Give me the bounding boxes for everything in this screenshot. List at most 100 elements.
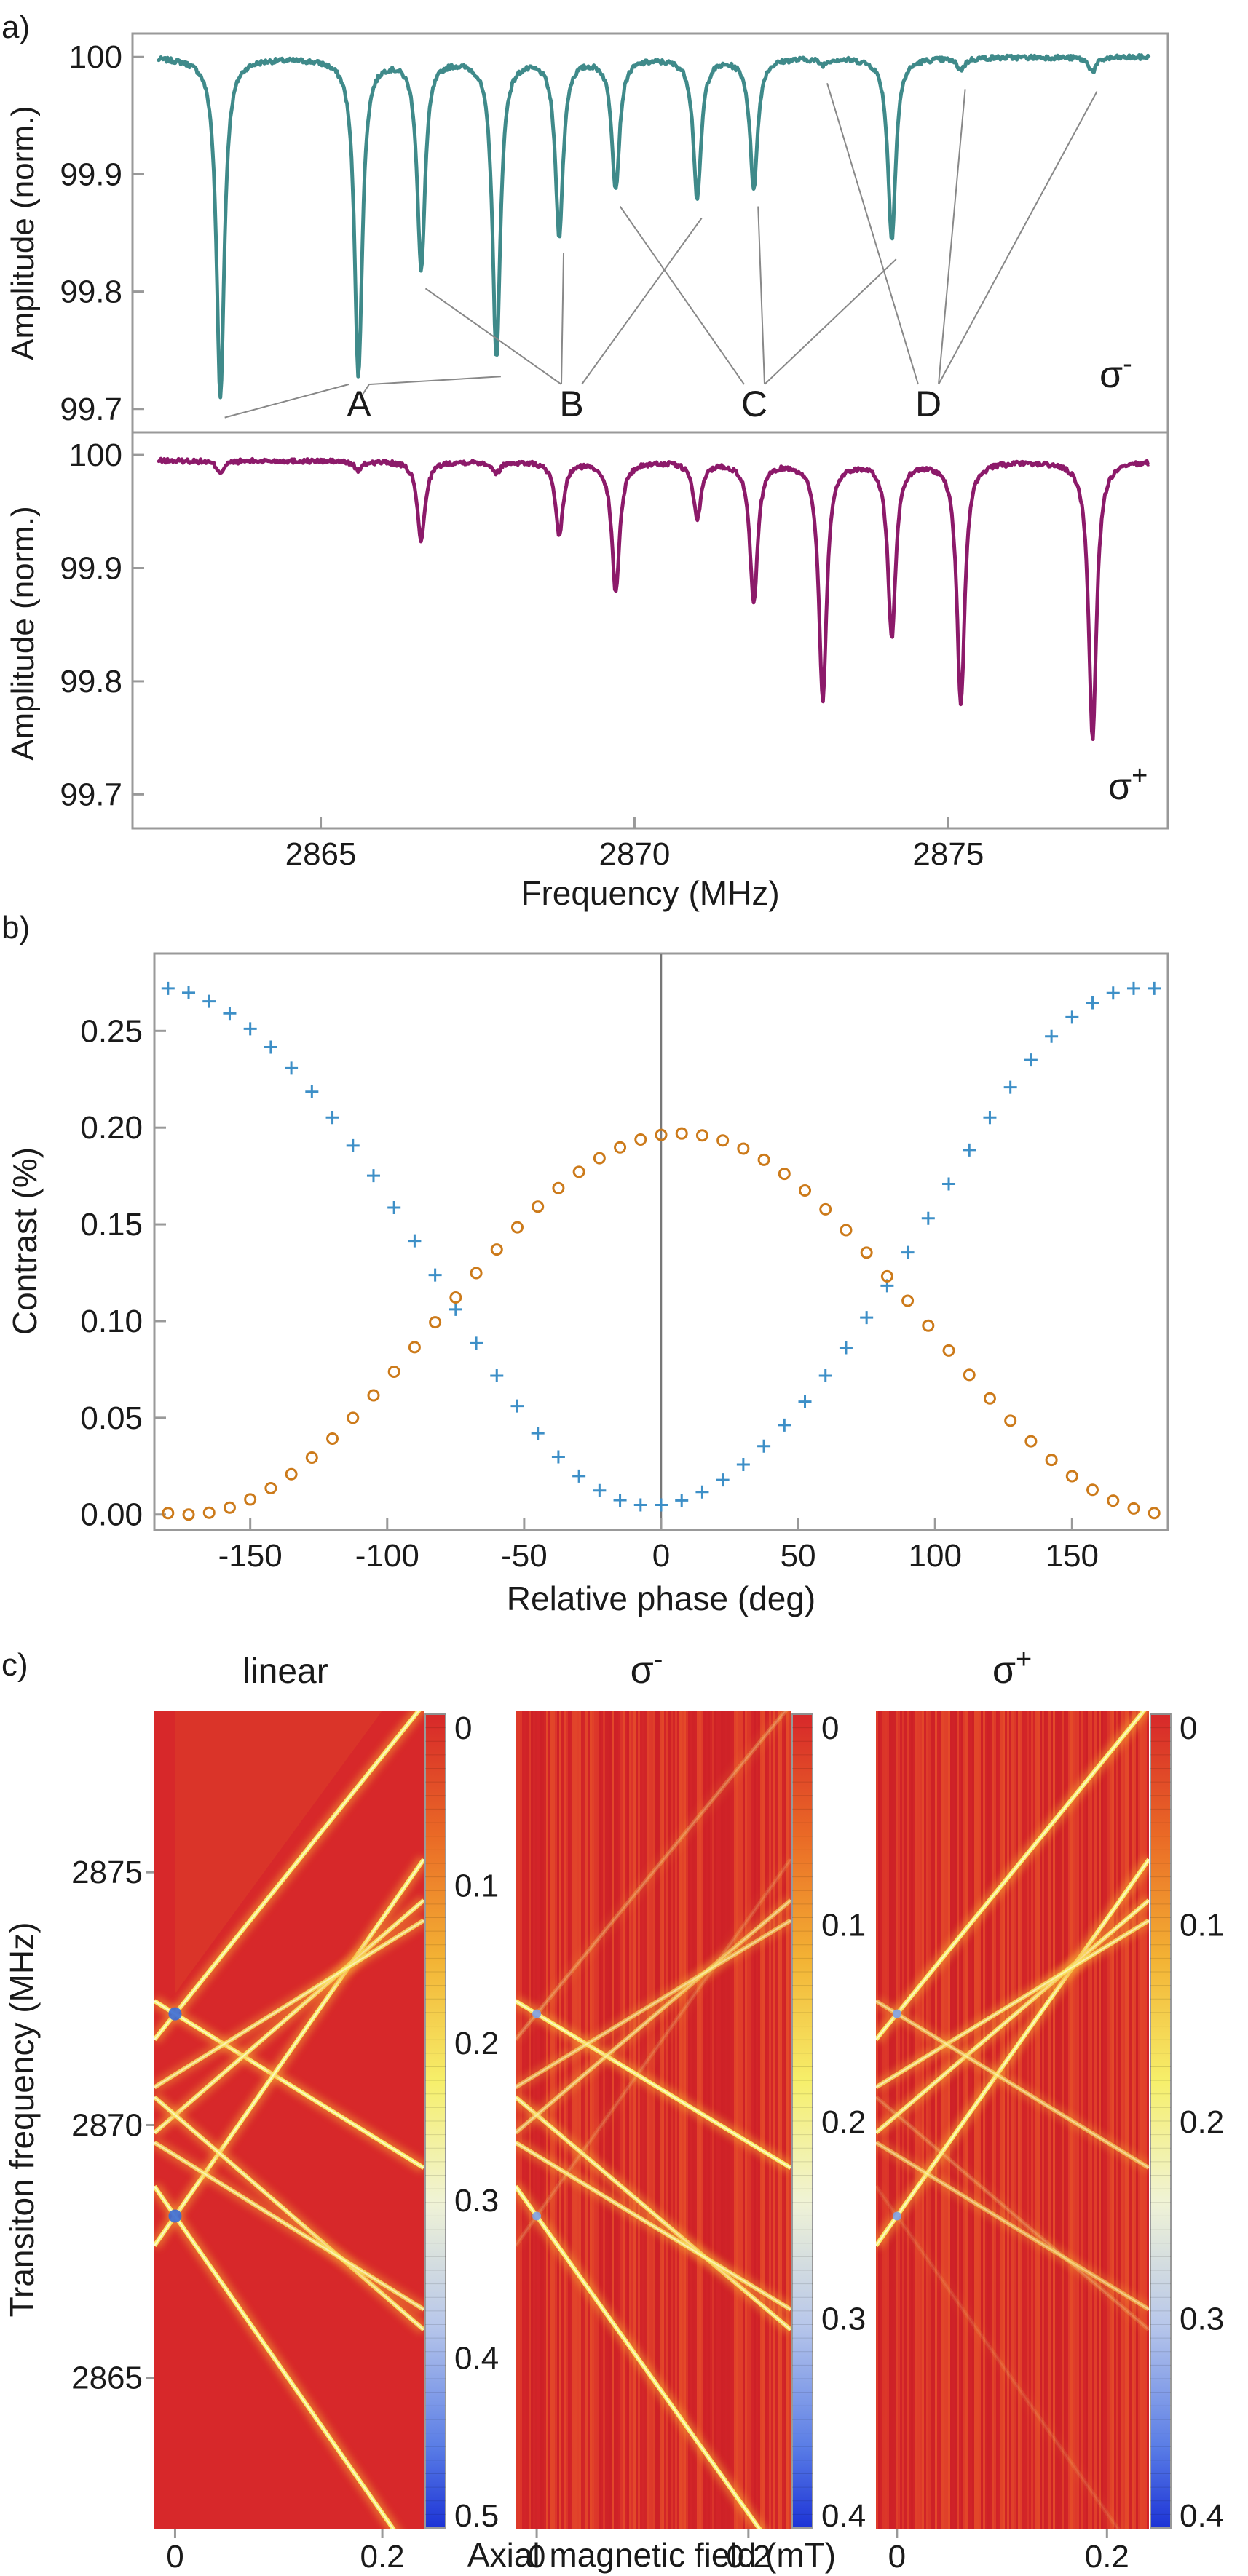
circle-marker [1065, 1470, 1078, 1483]
resonance-core [876, 2096, 1149, 2331]
noise-streak [1007, 1711, 1009, 2529]
x-tick-label: 0 [652, 1538, 670, 1574]
noise-streak [1042, 1711, 1044, 2529]
circle-marker [593, 1152, 606, 1165]
noise-streak [1110, 1711, 1112, 2529]
plus-marker [470, 1336, 483, 1350]
y-tick-label: 99.7 [60, 392, 122, 427]
plus-marker [305, 1085, 319, 1098]
y-tick-label: 99.7 [60, 777, 122, 812]
noise-streak [655, 1711, 657, 2529]
plus-marker [1065, 1010, 1079, 1024]
noise-streak [574, 1711, 577, 2529]
plus-marker [243, 1022, 257, 1036]
map-sigma-plus-title: σ+ [992, 1644, 1032, 1692]
plus-marker [1106, 986, 1120, 1000]
noise-streak [931, 1711, 933, 2529]
noise-streak [583, 1711, 585, 2529]
resonance-line [516, 1918, 791, 2090]
x-tick-label: 0.2 [1085, 2539, 1129, 2575]
noise-streak [1092, 1711, 1094, 2529]
plus-marker [490, 1369, 504, 1383]
noise-streak [754, 1711, 756, 2529]
circle-marker [572, 1165, 585, 1178]
noise-streak [981, 1711, 983, 2529]
plus-marker [757, 1439, 771, 1453]
noise-streak [920, 1711, 922, 2529]
noise-streak [723, 1711, 725, 2529]
noise-streak [616, 1711, 618, 2529]
plus-marker [1126, 981, 1140, 995]
noise-streak [518, 1711, 520, 2529]
noise-streak [974, 1711, 976, 2529]
panel-a-label: a) [1, 9, 30, 45]
noise-streak [1048, 1711, 1051, 2529]
x-tick-label: 0 [888, 2539, 906, 2575]
noise-streak [1101, 1711, 1103, 2529]
noise-streak [1018, 1711, 1020, 2529]
circle-marker [922, 1319, 935, 1332]
leader-line [362, 384, 370, 395]
noise-streak [614, 1711, 616, 2529]
noise-streak [1011, 1711, 1014, 2529]
circle-marker [1045, 1454, 1058, 1467]
y-tick-label: 0.05 [80, 1400, 143, 1436]
y-tick-label: 99.9 [60, 156, 122, 192]
resonance-core [876, 1899, 1149, 2133]
noise-streak [564, 1711, 566, 2529]
noise-streak [915, 1711, 917, 2529]
noise-streak [664, 1711, 666, 2529]
colorbar-tick-label: 0.4 [454, 2341, 499, 2377]
circle-marker [942, 1344, 955, 1357]
noise-streak [679, 1711, 682, 2529]
noise-streak [559, 1711, 561, 2529]
resonance-core [876, 2186, 1120, 2529]
group-label-d: D [915, 384, 941, 424]
noise-streak [588, 1711, 590, 2529]
colorbar-tick-label: 0.2 [1180, 2104, 1224, 2140]
circle-marker [223, 1501, 236, 1514]
leader-line [938, 89, 966, 385]
plus-marker [531, 1427, 545, 1440]
resonance-core [516, 1919, 791, 2088]
panel-c-ylabel: Transiton frequency (MHz) [3, 1922, 41, 2318]
noise-streak [778, 1711, 780, 2529]
heatmap-wedge [175, 1711, 383, 1994]
plus-marker [901, 1245, 915, 1259]
noise-streak [1033, 1711, 1035, 2529]
noise-streak [1031, 1711, 1033, 2529]
noise-streak [633, 1711, 636, 2529]
resonance-core [876, 1919, 1149, 2088]
resonance-line [876, 2184, 1121, 2529]
circle-marker [429, 1316, 442, 1329]
noise-streak [1138, 1711, 1140, 2529]
sigma-minus-spectrum-line [156, 53, 1151, 400]
noise-streak [647, 1711, 649, 2529]
noise-streak [767, 1711, 769, 2529]
noise-streak [738, 1711, 740, 2529]
circle-marker-series [162, 1127, 1161, 1521]
noise-streak [1134, 1711, 1136, 2529]
noise-streak [1118, 1711, 1121, 2529]
circle-marker [963, 1368, 976, 1382]
panel-b-label: b) [1, 910, 30, 946]
noise-streak [1136, 1711, 1138, 2529]
noise-streak [623, 1711, 625, 2529]
crossing-spot [168, 2007, 182, 2021]
group-leader-lines [224, 83, 1098, 419]
noise-streak [590, 1711, 592, 2529]
noise-streak [651, 1711, 653, 2529]
sigma-plus-spectrum-line [156, 456, 1150, 741]
colorbar-tick-label: 0 [1180, 1711, 1197, 1746]
resonance-core [876, 1858, 1149, 2246]
noise-streak [1129, 1711, 1132, 2529]
panel-a-top: 100 99.9 99.8 99.7 A B C D Amplitude (norm.) σ… [5, 32, 1169, 434]
noise-streak [516, 1711, 518, 2529]
plus-marker [655, 1498, 668, 1512]
noise-streak [926, 1711, 928, 2529]
noise-streak [876, 1711, 878, 2529]
circle-marker [1127, 1502, 1140, 1515]
noise-streak [653, 1711, 655, 2529]
x-tick-label: 100 [909, 1538, 962, 1574]
